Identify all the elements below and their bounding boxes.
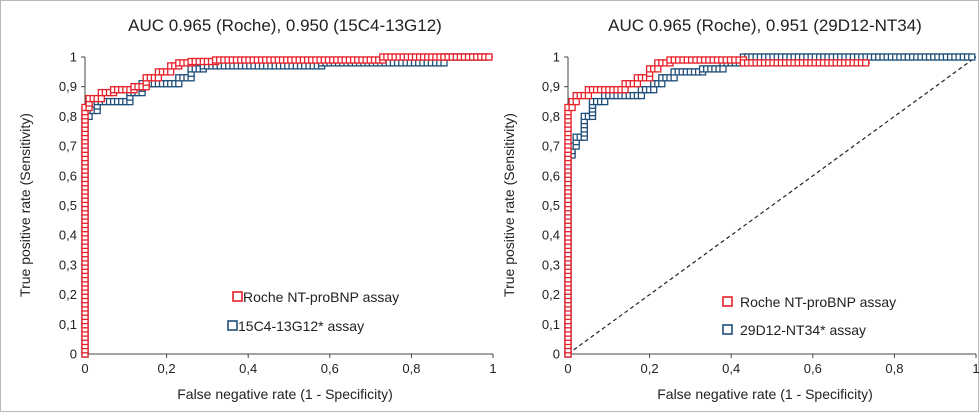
chart-1-y-tick-label: 1 — [70, 50, 77, 65]
chart-1-y-tick-label: 0,5 — [59, 198, 77, 213]
chart-2-legend: Roche NT-proBNP assay 29D12-NT34* assay — [722, 294, 896, 338]
chart-1-series-marker — [440, 59, 448, 67]
chart-2-y-tick-label: 1 — [553, 50, 560, 65]
chart-1-y-tick-label: 0,4 — [59, 228, 77, 243]
chart-2-legend-label-29d12: 29D12-NT34* assay — [740, 322, 866, 338]
chart-2-series-marker — [601, 97, 609, 106]
chart-2-legend-label-roche: Roche NT-proBNP assay — [740, 294, 896, 310]
chart-2-y-tick-label: 0,1 — [542, 317, 560, 332]
chart-1-x-tick-label: 0,4 — [239, 361, 257, 376]
chart-1-legend-swatch-15c4 — [227, 320, 238, 331]
chart-1-series-marker — [97, 94, 105, 103]
chart-1-title: AUC 0.965 (Roche), 0.950 (15C4-13G12) — [128, 16, 442, 35]
chart-1-y-tick-label: 0,9 — [59, 79, 77, 94]
chart-1-y-tick-label: 0,8 — [59, 109, 77, 124]
chart-1-legend: Roche NT-proBNP assay 15C4-13G12* assay — [227, 289, 399, 334]
chart-2: AUC 0.965 (Roche), 0.951 (29D12-NT34) Fa… — [501, 16, 979, 402]
chart-1-x-tick-label: 0,2 — [158, 361, 176, 376]
chart-2-legend-swatch-roche — [722, 296, 733, 307]
chart-1-x-axis-label: False negative rate (1 - Specificity) — [177, 386, 393, 402]
chart-2-x-tick-label: 0,2 — [641, 361, 659, 376]
chart-1-y-tick-label: 0,3 — [59, 257, 77, 272]
chart-1-y-axis-label: True positive rate (Sensitivity) — [17, 113, 33, 297]
chart-2-series-marker — [568, 103, 576, 112]
chart-2-y-tick-label: 0,2 — [542, 287, 560, 302]
chart-2-y-axis-label: True positive rate (Sensitivity) — [501, 113, 517, 297]
chart-2-series-marker — [650, 86, 658, 94]
chart-1-y-tick-label: 0 — [70, 347, 77, 362]
chart-2-y-tick-label: 0,5 — [542, 198, 560, 213]
chart-2-legend-swatch-29d12 — [722, 324, 733, 335]
chart-1-legend-label-roche: Roche NT-proBNP assay — [243, 289, 399, 305]
chart-2-y-tick-label: 0,6 — [542, 168, 560, 183]
chart-1-legend-swatch-roche — [232, 291, 243, 302]
chart-2-reference-diagonal — [567, 56, 977, 355]
chart-2-x-tick-label: 0 — [564, 361, 571, 376]
chart-1-x-tick-label: 0,6 — [321, 361, 339, 376]
chart-2-y-tick-label: 0,7 — [542, 139, 560, 154]
chart-2-x-tick-label: 0,4 — [722, 361, 740, 376]
chart-1-y-tick-label: 0,1 — [59, 317, 77, 332]
chart-1-legend-label-15c4: 15C4-13G12* assay — [238, 318, 364, 334]
chart-1-x-tick-label: 1 — [489, 361, 496, 376]
chart-2-series-marker — [654, 65, 662, 73]
chart-1-x-tick-label: 0 — [81, 361, 88, 376]
chart-1-series-marker — [154, 74, 163, 82]
chart-2-series-marker — [572, 97, 580, 106]
chart-1-series-marker — [175, 80, 183, 88]
chart-2-y-tick-label: 0,3 — [542, 257, 560, 272]
chart-1-series-marker — [167, 68, 175, 76]
chart-1-series-marker — [485, 53, 493, 61]
chart-2-series-marker — [968, 53, 976, 61]
chart-2-series-roche — [564, 56, 870, 358]
chart-2-series-marker — [633, 80, 642, 88]
chart-2-series-marker — [658, 80, 666, 88]
chart-2-x-tick-label: 1 — [972, 361, 979, 376]
chart-2-series-marker — [637, 91, 646, 100]
chart-1: AUC 0.965 (Roche), 0.950 (15C4-13G12) Fa… — [17, 16, 497, 402]
chart-2-series-marker — [584, 91, 593, 100]
chart-1-y-tick-label: 0,2 — [59, 287, 77, 302]
chart-2-y-tick-label: 0,8 — [542, 109, 560, 124]
chart-1-plot-area: 0 0,1 0,2 0,3 0,4 0,5 0,6 0,7 0,8 0,9 1 0 0,2 0,4 0,6 0… — [59, 50, 497, 377]
chart-2-y-tick-label: 0,4 — [542, 228, 560, 243]
chart-1-y-tick-label: 0,7 — [59, 139, 77, 154]
chart-1-x-tick-label: 0,8 — [402, 361, 420, 376]
chart-1-y-tick-label: 0,6 — [59, 168, 77, 183]
chart-2-plot-area: 0 0,1 0,2 0,3 0,4 0,5 0,6 0,7 0,8 0,9 1 0 0,2 0,4 0,6 0… — [542, 50, 979, 377]
chart-1-series-roche — [81, 53, 493, 358]
chart-2-title: AUC 0.965 (Roche), 0.951 (29D12-NT34) — [608, 16, 922, 35]
chart-2-series-marker — [621, 86, 629, 94]
chart-2-y-tick-label: 0,9 — [542, 79, 560, 94]
chart-2-x-axis-label: False negative rate (1 - Specificity) — [657, 386, 873, 402]
chart-2-series-marker — [719, 65, 727, 73]
chart-2-series-marker — [862, 59, 870, 67]
chart-2-x-tick-label: 0,6 — [804, 361, 822, 376]
chart-2-y-tick-label: 0 — [553, 347, 560, 362]
chart-2-series-marker — [670, 74, 678, 82]
chart-2-x-tick-label: 0,8 — [885, 361, 903, 376]
